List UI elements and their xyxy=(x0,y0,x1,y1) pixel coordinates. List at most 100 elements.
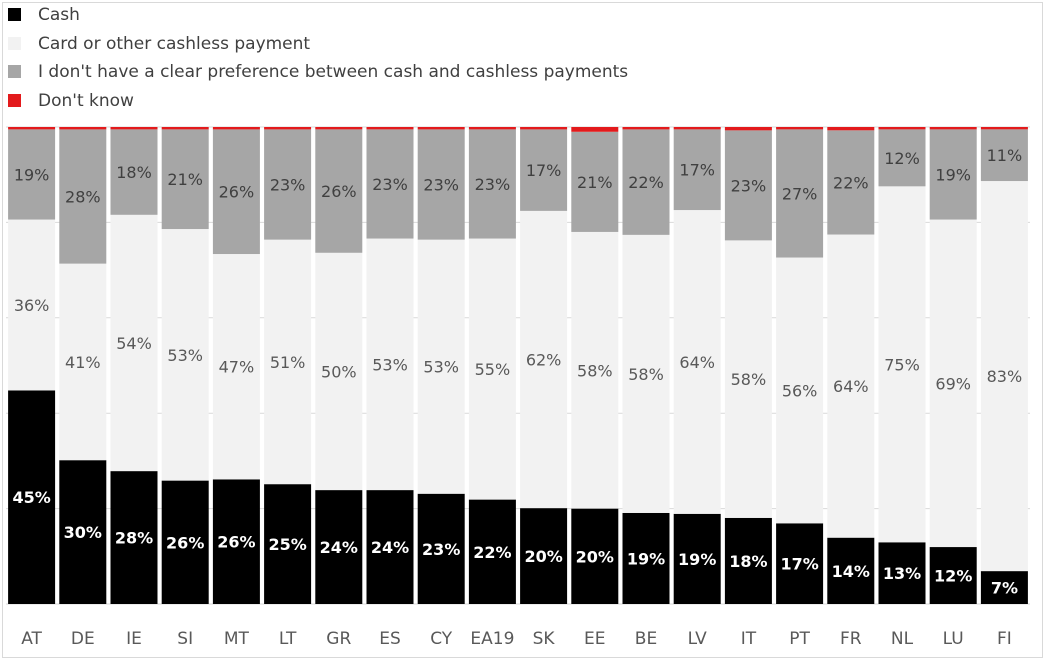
bar-segment-FI-2 xyxy=(980,129,1028,182)
bar-segment-PT-2 xyxy=(776,129,824,258)
x-tick-label: SK xyxy=(533,629,556,649)
legend-swatch-no-preference xyxy=(8,65,21,78)
data-label: 17% xyxy=(679,161,715,180)
bar-segment-IT-2 xyxy=(724,130,772,241)
bar-segment-CY-1 xyxy=(417,239,465,494)
bar-segment-AT-1 xyxy=(8,219,56,391)
bar-segment-LV-1 xyxy=(673,210,721,514)
data-label: 62% xyxy=(526,351,562,370)
data-label: 22% xyxy=(473,543,511,562)
data-label: 13% xyxy=(883,564,921,583)
data-label: 26% xyxy=(219,183,255,202)
bar-segment-EA19-0 xyxy=(468,499,516,604)
bar-segment-LU-0 xyxy=(929,547,977,604)
bar-segment-EA19-2 xyxy=(468,129,516,239)
bar-segment-BE-0 xyxy=(622,512,670,604)
data-label: 26% xyxy=(166,533,204,552)
data-label: 19% xyxy=(14,165,50,184)
data-label: 19% xyxy=(935,165,971,184)
data-label: 23% xyxy=(731,176,767,195)
x-tick-label: LU xyxy=(943,629,964,649)
x-tick-label: PT xyxy=(789,629,810,649)
data-label: 11% xyxy=(987,146,1023,165)
data-label: 24% xyxy=(320,538,358,557)
data-label: 58% xyxy=(628,365,664,384)
legend-swatch-cash xyxy=(8,8,21,21)
data-label: 23% xyxy=(475,175,511,194)
data-label: 64% xyxy=(679,353,715,372)
x-tick-label: EA19 xyxy=(470,629,514,649)
data-label: 27% xyxy=(782,184,818,203)
bar-segment-FR-1 xyxy=(827,234,875,538)
bar-segment-IE-2 xyxy=(110,129,158,215)
data-label: 58% xyxy=(577,361,613,380)
data-label: 17% xyxy=(526,161,562,180)
bar-segment-LT-2 xyxy=(264,129,312,240)
data-label: 19% xyxy=(627,549,665,568)
bar-segment-IT-0 xyxy=(724,517,772,604)
data-label: 23% xyxy=(422,540,460,559)
data-label: 22% xyxy=(833,173,869,192)
bar-segment-SI-0 xyxy=(161,480,209,604)
data-label: 64% xyxy=(833,377,869,396)
x-tick-label: LV xyxy=(688,629,708,649)
bar-segment-GR-2 xyxy=(315,129,363,253)
data-label: 7% xyxy=(991,579,1018,598)
bar-segment-PT-1 xyxy=(776,257,824,524)
bar-segment-SI-3 xyxy=(161,127,209,130)
bar-segment-GR-1 xyxy=(315,252,363,491)
data-label: 18% xyxy=(116,163,152,182)
data-label: 23% xyxy=(423,176,459,195)
bar-segment-AT-3 xyxy=(8,127,56,130)
data-label: 17% xyxy=(780,555,818,574)
x-tick-label: DE xyxy=(71,629,95,649)
bar-segment-SI-1 xyxy=(161,229,209,481)
bar-segment-PT-3 xyxy=(776,127,824,130)
data-label: 30% xyxy=(64,523,102,542)
data-label: 56% xyxy=(782,381,818,400)
x-tick-label: EE xyxy=(584,629,605,649)
bar-segment-ES-3 xyxy=(366,127,414,130)
bar-segment-FR-0 xyxy=(827,537,875,604)
bar-segment-FI-3 xyxy=(980,127,1028,130)
bar-segment-BE-2 xyxy=(622,129,670,235)
bar-segment-SK-0 xyxy=(520,508,568,604)
x-tick-label: FI xyxy=(997,629,1012,649)
legend-swatch-cashless xyxy=(8,36,21,50)
x-tick-label: BE xyxy=(635,629,657,649)
bar-segment-IT-3 xyxy=(724,127,772,131)
legend-swatch-dont-know xyxy=(8,93,21,107)
data-label: 26% xyxy=(321,182,357,201)
data-label: 28% xyxy=(115,529,153,548)
bar-segment-NL-0 xyxy=(878,542,926,604)
bar-segment-DE-1 xyxy=(59,263,107,461)
bar-segment-EE-2 xyxy=(571,131,619,232)
x-tick-label: SI xyxy=(177,629,193,649)
bar-segment-NL-3 xyxy=(878,127,926,130)
bar-segment-EE-0 xyxy=(571,508,619,604)
bar-segment-BE-3 xyxy=(622,127,670,130)
data-label: 53% xyxy=(167,346,203,365)
bar-segment-ES-2 xyxy=(366,129,414,239)
bar-segment-EA19-1 xyxy=(468,238,516,500)
bar-segment-ES-0 xyxy=(366,490,414,604)
data-label: 20% xyxy=(576,547,614,566)
bar-segment-ES-1 xyxy=(366,238,414,491)
bar-segment-MT-0 xyxy=(212,479,260,604)
data-label: 83% xyxy=(987,367,1023,386)
data-label: 55% xyxy=(475,360,511,379)
bar-segment-FI-0 xyxy=(980,571,1028,604)
data-label: 41% xyxy=(65,353,101,372)
x-tick-label: GR xyxy=(326,629,351,649)
x-tick-label: IT xyxy=(741,629,757,649)
bar-segment-FR-2 xyxy=(827,130,875,235)
x-tick-label: NL xyxy=(891,629,914,649)
legend-label-cashless: Card or other cashless payment xyxy=(38,33,311,54)
bar-segment-GR-0 xyxy=(315,490,363,604)
data-label: 50% xyxy=(321,362,357,381)
data-label: 53% xyxy=(372,355,408,374)
bar-segment-DE-2 xyxy=(59,129,107,264)
data-label: 19% xyxy=(678,550,716,569)
